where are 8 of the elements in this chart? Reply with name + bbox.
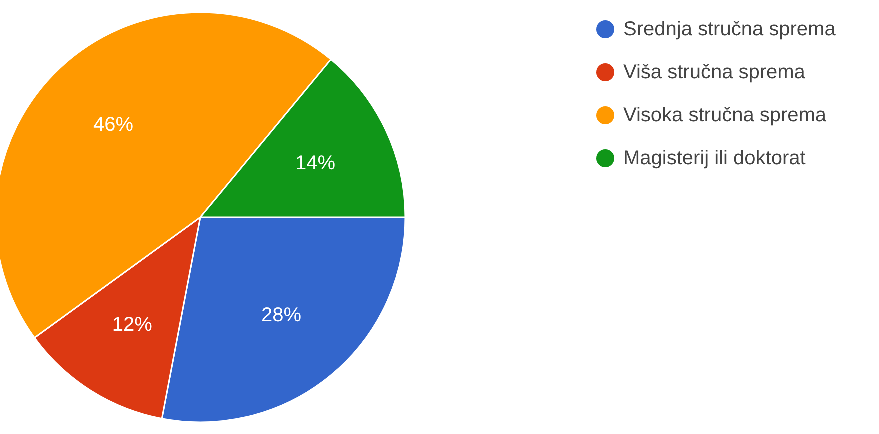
legend-label: Magisterij ili doktorat bbox=[624, 148, 806, 170]
data-label: 28% bbox=[262, 304, 302, 326]
legend-label: Srednja stručna sprema bbox=[624, 18, 837, 40]
legend-label: Viša stručna sprema bbox=[624, 62, 806, 84]
data-label: 12% bbox=[112, 314, 153, 336]
data-label: 14% bbox=[295, 152, 336, 174]
data-label: 46% bbox=[93, 114, 134, 136]
legend-label: Visoka stručna sprema bbox=[624, 104, 828, 126]
